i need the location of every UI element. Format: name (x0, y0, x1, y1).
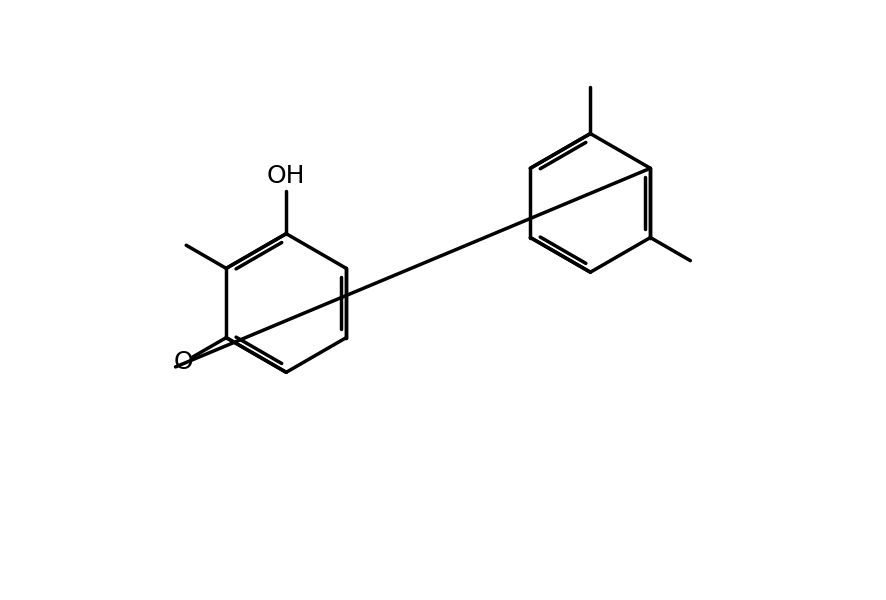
Text: O: O (174, 350, 193, 374)
Text: OH: OH (267, 164, 306, 188)
